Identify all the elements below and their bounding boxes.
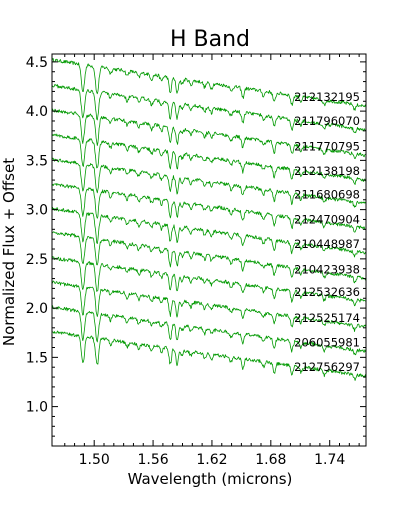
series-label: 212756297 bbox=[294, 360, 360, 374]
plot-frame bbox=[51, 53, 367, 447]
x-tick-label: 1.74 bbox=[314, 452, 345, 468]
x-tick-label: 1.56 bbox=[137, 452, 168, 468]
series-label: 212138198 bbox=[294, 164, 360, 178]
x-tick-label: 1.50 bbox=[79, 452, 110, 468]
series-label: 211796070 bbox=[294, 114, 360, 128]
series-label: 211680698 bbox=[294, 188, 360, 202]
x-tick-label: 1.68 bbox=[255, 452, 286, 468]
spectrum-line bbox=[51, 231, 367, 284]
spectrum-line bbox=[51, 83, 367, 134]
spectrum-line bbox=[51, 133, 367, 185]
spectrum-line bbox=[51, 108, 367, 160]
series-label: 212132195 bbox=[294, 90, 360, 104]
y-tick-label: 3.5 bbox=[26, 153, 48, 169]
y-tick-label: 4.5 bbox=[26, 55, 48, 71]
spectrum-line bbox=[51, 280, 367, 332]
spectra-group bbox=[51, 58, 367, 381]
spectrum-line bbox=[51, 58, 367, 111]
x-axis-label: Wavelength (microns) bbox=[128, 470, 293, 488]
series-label: 212470904 bbox=[294, 212, 360, 226]
y-tick-label: 4.0 bbox=[26, 104, 48, 120]
y-tick-label: 3.0 bbox=[26, 203, 48, 219]
y-tick-label: 1.0 bbox=[26, 400, 48, 416]
spectrum-line bbox=[51, 183, 367, 233]
series-label: 211770795 bbox=[294, 139, 360, 153]
y-tick-label: 2.0 bbox=[26, 301, 48, 317]
series-label: 212525174 bbox=[294, 311, 360, 325]
spectrum-line bbox=[51, 256, 367, 307]
star-labels-group: 212132195 211796070 211770795 212138198 2116… bbox=[294, 90, 360, 374]
series-label: 212532636 bbox=[294, 285, 360, 299]
y-tick-label: 2.5 bbox=[26, 252, 48, 268]
spectrum-line bbox=[51, 157, 367, 208]
y-tick-label: 1.5 bbox=[26, 350, 48, 366]
x-tick-label: 1.62 bbox=[196, 452, 227, 468]
spectrum-line bbox=[51, 206, 367, 258]
series-label: 210423938 bbox=[294, 263, 360, 277]
series-label: 210448987 bbox=[294, 237, 360, 251]
chart-title: H Band bbox=[170, 27, 250, 52]
y-axis-label: Normalized Flux + Offset bbox=[0, 158, 18, 346]
spectrum-line bbox=[51, 330, 367, 381]
series-label: 206055981 bbox=[294, 335, 360, 349]
spectrum-line bbox=[51, 305, 367, 356]
